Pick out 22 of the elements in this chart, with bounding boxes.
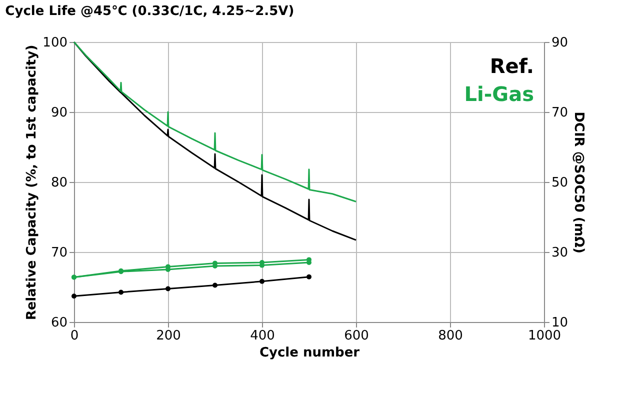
y-tick-label: 80 [50, 176, 68, 190]
y2-tick-label: 90 [552, 36, 568, 50]
y2-axis-title: DCIR @SOC50 (mΩ) [571, 112, 586, 254]
chart-title: Cycle Life @45℃ (0.33C/1C, 4.25~2.5V) [5, 4, 294, 19]
text: Ref. [490, 54, 534, 78]
y2-tick-label: 30 [552, 246, 568, 260]
text: Li-Gas [464, 82, 534, 106]
x-tick-label: 200 [156, 328, 181, 344]
y-axis-title: Relative Capacity (%, to 1st capacity) [24, 44, 40, 320]
x-tick-label: 400 [250, 328, 275, 344]
y-tick-label: 100 [42, 36, 68, 50]
x-tick-label: 800 [438, 328, 463, 344]
y2-tick-label: 50 [552, 176, 568, 190]
y-tick-label: 70 [50, 246, 68, 260]
y2-tick-label: 10 [552, 316, 568, 330]
y2-tick-label: 70 [552, 106, 568, 120]
x-tick-label: 0 [70, 328, 79, 344]
x-axis-title: Cycle number [259, 346, 360, 360]
x-tick-label: 1000 [528, 328, 562, 344]
y-tick-label: 60 [50, 316, 68, 330]
y-tick-label: 90 [50, 106, 68, 120]
x-tick-label: 600 [344, 328, 369, 344]
